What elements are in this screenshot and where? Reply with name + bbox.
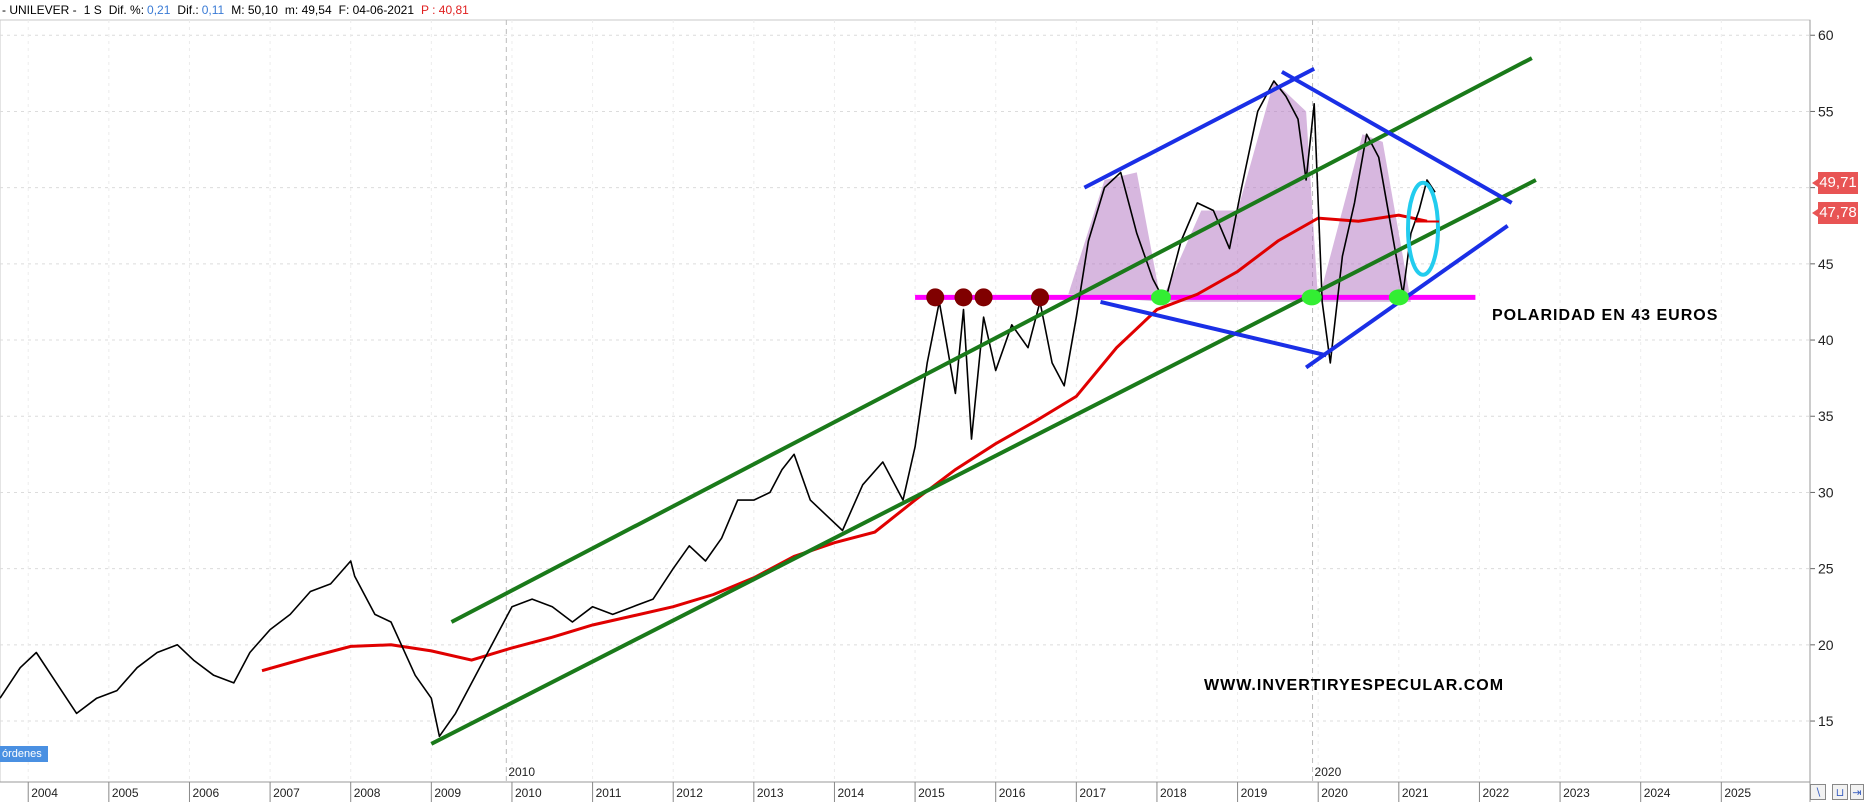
x-tick-label: 2023	[1563, 786, 1590, 800]
moving-average-line	[261, 213, 1428, 673]
y-tick-label: 60	[1818, 27, 1834, 43]
x-tick-label: 2012	[676, 786, 703, 800]
x-tick-label: 2008	[354, 786, 381, 800]
plot-area	[0, 19, 1811, 783]
x-tick-label: 2025	[1724, 786, 1751, 800]
support-marker	[1150, 289, 1171, 306]
x-tick-label: 2016	[999, 786, 1026, 800]
x-tick-label: 2013	[757, 786, 784, 800]
x-tick-label: 2017	[1079, 786, 1106, 800]
x-tick-label: 2018	[1160, 786, 1187, 800]
x-tick-label: 2019	[1241, 786, 1268, 800]
expand-icon[interactable]: ⇥	[1850, 784, 1864, 800]
period-marker-label: 2010	[508, 765, 535, 779]
polarity-annotation: POLARIDAD EN 43 EUROS	[1492, 307, 1718, 324]
ma-pointer	[1812, 209, 1818, 217]
highlight-ellipse	[1406, 180, 1441, 277]
last-price-pointer	[1812, 179, 1818, 187]
y-tick-label: 35	[1818, 408, 1834, 424]
resistance-marker	[974, 288, 993, 307]
layout-icon[interactable]: ⊔	[1832, 784, 1848, 800]
y-tick-label: 15	[1818, 713, 1834, 729]
x-tick-label: 2021	[1402, 786, 1429, 800]
max-value: M: 50,10	[231, 3, 278, 17]
dif-pct-value: 0,21	[147, 3, 171, 17]
resistance-marker	[1031, 288, 1050, 307]
diamond-line	[1083, 66, 1316, 190]
dif-value: 0,11	[201, 3, 225, 17]
x-tick-label: 2014	[837, 786, 864, 800]
website-annotation: WWW.INVERTIRYESPECULAR.COM	[1204, 677, 1504, 694]
support-marker	[1301, 289, 1322, 306]
diamond-line	[1100, 299, 1327, 358]
timeframe-label: 1 S	[83, 3, 102, 17]
y-tick-label: 45	[1818, 256, 1834, 272]
x-tick-label: 2015	[918, 786, 945, 800]
diamond-line	[1280, 70, 1513, 205]
dif-pct-label: Dif. %:	[108, 3, 145, 17]
zoom-out-icon[interactable]: ∖	[1810, 784, 1826, 800]
last-price-tag: 49,71	[1818, 172, 1858, 194]
x-tick-label: 2007	[273, 786, 300, 800]
resistance-marker	[926, 288, 945, 307]
resistance-marker	[954, 288, 973, 307]
y-tick-label: 25	[1818, 561, 1834, 577]
channel-line	[430, 178, 1537, 746]
x-tick-label: 2020	[1321, 786, 1348, 800]
x-tick-label: 2005	[112, 786, 139, 800]
orders-tag[interactable]: órdenes	[0, 746, 48, 762]
y-tick-label: 20	[1818, 637, 1834, 653]
y-tick-label: 30	[1818, 484, 1834, 500]
period-marker-label: 2020	[1315, 765, 1342, 779]
x-tick-label: 2024	[1644, 786, 1671, 800]
moving-average-tag: 47,78	[1818, 202, 1858, 224]
y-tick-label: 40	[1818, 332, 1834, 348]
x-tick-label: 2011	[596, 786, 622, 800]
zigzag-band	[1068, 172, 1161, 302]
zigzag-band	[1161, 81, 1319, 302]
x-tick-label: 2006	[192, 786, 219, 800]
stop-value: P : 40,81	[421, 3, 469, 17]
x-tick-label: 2009	[434, 786, 461, 800]
channel-line	[450, 56, 1533, 624]
x-tick-label: 2022	[1482, 786, 1509, 800]
y-tick-label: 55	[1818, 103, 1834, 119]
min-value: m: 49,54	[284, 3, 332, 17]
dif-label: Dif.:	[177, 3, 199, 17]
symbol-label: - UNILEVER -	[2, 3, 77, 17]
x-tick-label: 2010	[515, 786, 542, 800]
chart-header: - UNILEVER - 1 S Dif. %: 0,21 Dif.: 0,11 M: 50…	[0, 0, 1810, 20]
date-value: F: 04-06-2021	[338, 3, 415, 17]
support-marker	[1388, 289, 1409, 306]
x-tick-label: 2004	[31, 786, 58, 800]
